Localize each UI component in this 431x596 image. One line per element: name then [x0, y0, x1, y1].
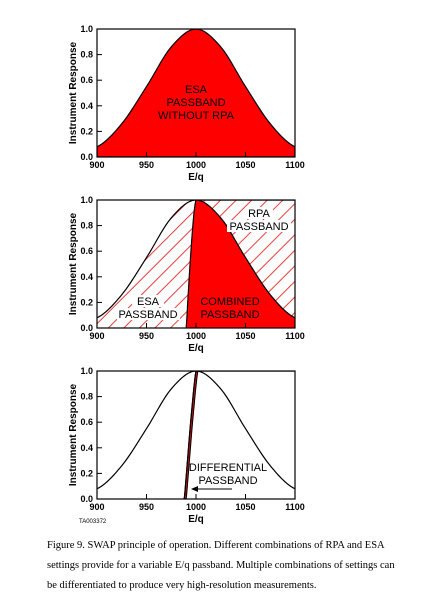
y-tick-label: 0.8 [80, 392, 93, 402]
y-tick-label: 0.8 [80, 50, 93, 60]
panel3-plot [97, 371, 295, 499]
y-tick-label: 0.4 [80, 272, 93, 282]
x-axis-label: E/q [188, 343, 204, 354]
x-ticks: 900 950 1000 1050 1100 [89, 152, 305, 170]
annotation-combined-passband: PASSBAND [200, 309, 259, 321]
y-tick-label: 0.0 [80, 152, 93, 162]
annotation-rpa: RPA [248, 208, 270, 220]
esa-curve [97, 371, 295, 490]
y-ticks: 0.0 0.2 0.4 0.6 0.8 1.0 [80, 366, 102, 504]
annotation-bg [117, 308, 180, 320]
x-tick-label: 950 [139, 502, 154, 512]
y-tick-label: 0.2 [80, 468, 93, 478]
y-tick-label: 0.6 [80, 75, 93, 85]
x-tick-label: 1000 [186, 160, 206, 170]
y-tick-label: 0.0 [80, 494, 93, 504]
y-tick-label: 1.0 [80, 24, 93, 34]
y-tick-label: 0.4 [80, 101, 93, 111]
annotation-passband: PASSBAND [198, 475, 257, 487]
x-tick-label: 900 [89, 502, 104, 512]
annotation-bg [227, 220, 291, 232]
figure-tag: TA003372 [79, 519, 107, 525]
annotation-combined: COMBINED [200, 296, 259, 308]
rpa-curve [183, 371, 295, 499]
y-tick-label: 0.4 [80, 443, 93, 453]
y-tick-label: 0.6 [80, 246, 93, 256]
x-tick-label: 1100 [285, 160, 305, 170]
panel-esa-passband: 0.0 0.2 0.4 0.6 0.8 1.0 900 950 1000 1050 1100 In… [68, 24, 305, 183]
y-tick-label: 1.0 [80, 195, 93, 205]
x-tick-label: 900 [89, 331, 104, 341]
annotation-arrowhead [191, 486, 198, 492]
y-tick-label: 0.6 [80, 417, 93, 427]
x-tick-label: 1050 [235, 331, 255, 341]
x-tick-label: 950 [139, 331, 154, 341]
annotation-esa: ESA [137, 296, 160, 308]
x-tick-label: 1050 [235, 502, 255, 512]
x-axis-label: E/q [188, 172, 204, 183]
annotation-bg [245, 207, 273, 219]
annotation-rpa-passband: PASSBAND [229, 221, 288, 233]
annotation-esa-passband: PASSBAND [118, 309, 177, 321]
combined-passband-area [186, 200, 295, 328]
y-axis-label: Instrument Response [68, 383, 79, 486]
x-ticks: 900 950 1000 1050 1100 [89, 494, 305, 512]
panel-differential-passband: 0.0 0.2 0.4 0.6 0.8 1.0 900 950 1000 1050 1100 In… [68, 366, 305, 525]
annotation-differential: DIFFERENTIAL [189, 462, 267, 474]
y-tick-label: 0.2 [80, 297, 93, 307]
y-axis-label: Instrument Response [68, 212, 79, 315]
y-ticks: 0.0 0.2 0.4 0.6 0.8 1.0 [80, 24, 102, 162]
rpa-curve [185, 200, 295, 328]
x-tick-label: 1000 [186, 331, 206, 341]
figure-caption: Figure 9. SWAP principle of operation. D… [47, 540, 395, 591]
annotation-esa: ESA [185, 84, 208, 96]
x-tick-label: 950 [139, 160, 154, 170]
annotation-bg [132, 295, 164, 307]
annotation-passband: PASSBAND [166, 97, 225, 109]
annotation-without-rpa: WITHOUT RPA [158, 110, 235, 122]
x-tick-label: 900 [89, 160, 104, 170]
y-axis-label: Instrument Response [68, 41, 79, 144]
esa-curve [97, 200, 295, 319]
x-tick-label: 1100 [285, 331, 305, 341]
y-tick-label: 0.0 [80, 323, 93, 333]
panel-combined-passband: 0.0 0.2 0.4 0.6 0.8 1.0 900 950 1000 1050 1100 In… [68, 195, 305, 354]
x-tick-label: 1050 [235, 160, 255, 170]
x-axis-label: E/q [188, 514, 204, 525]
y-ticks: 0.0 0.2 0.4 0.6 0.8 1.0 [80, 195, 102, 333]
x-tick-label: 1100 [285, 502, 305, 512]
y-tick-label: 1.0 [80, 366, 93, 376]
y-tick-label: 0.8 [80, 221, 93, 231]
x-ticks: 900 950 1000 1050 1100 [89, 323, 305, 341]
y-tick-label: 0.2 [80, 126, 93, 136]
x-tick-label: 1000 [186, 502, 206, 512]
